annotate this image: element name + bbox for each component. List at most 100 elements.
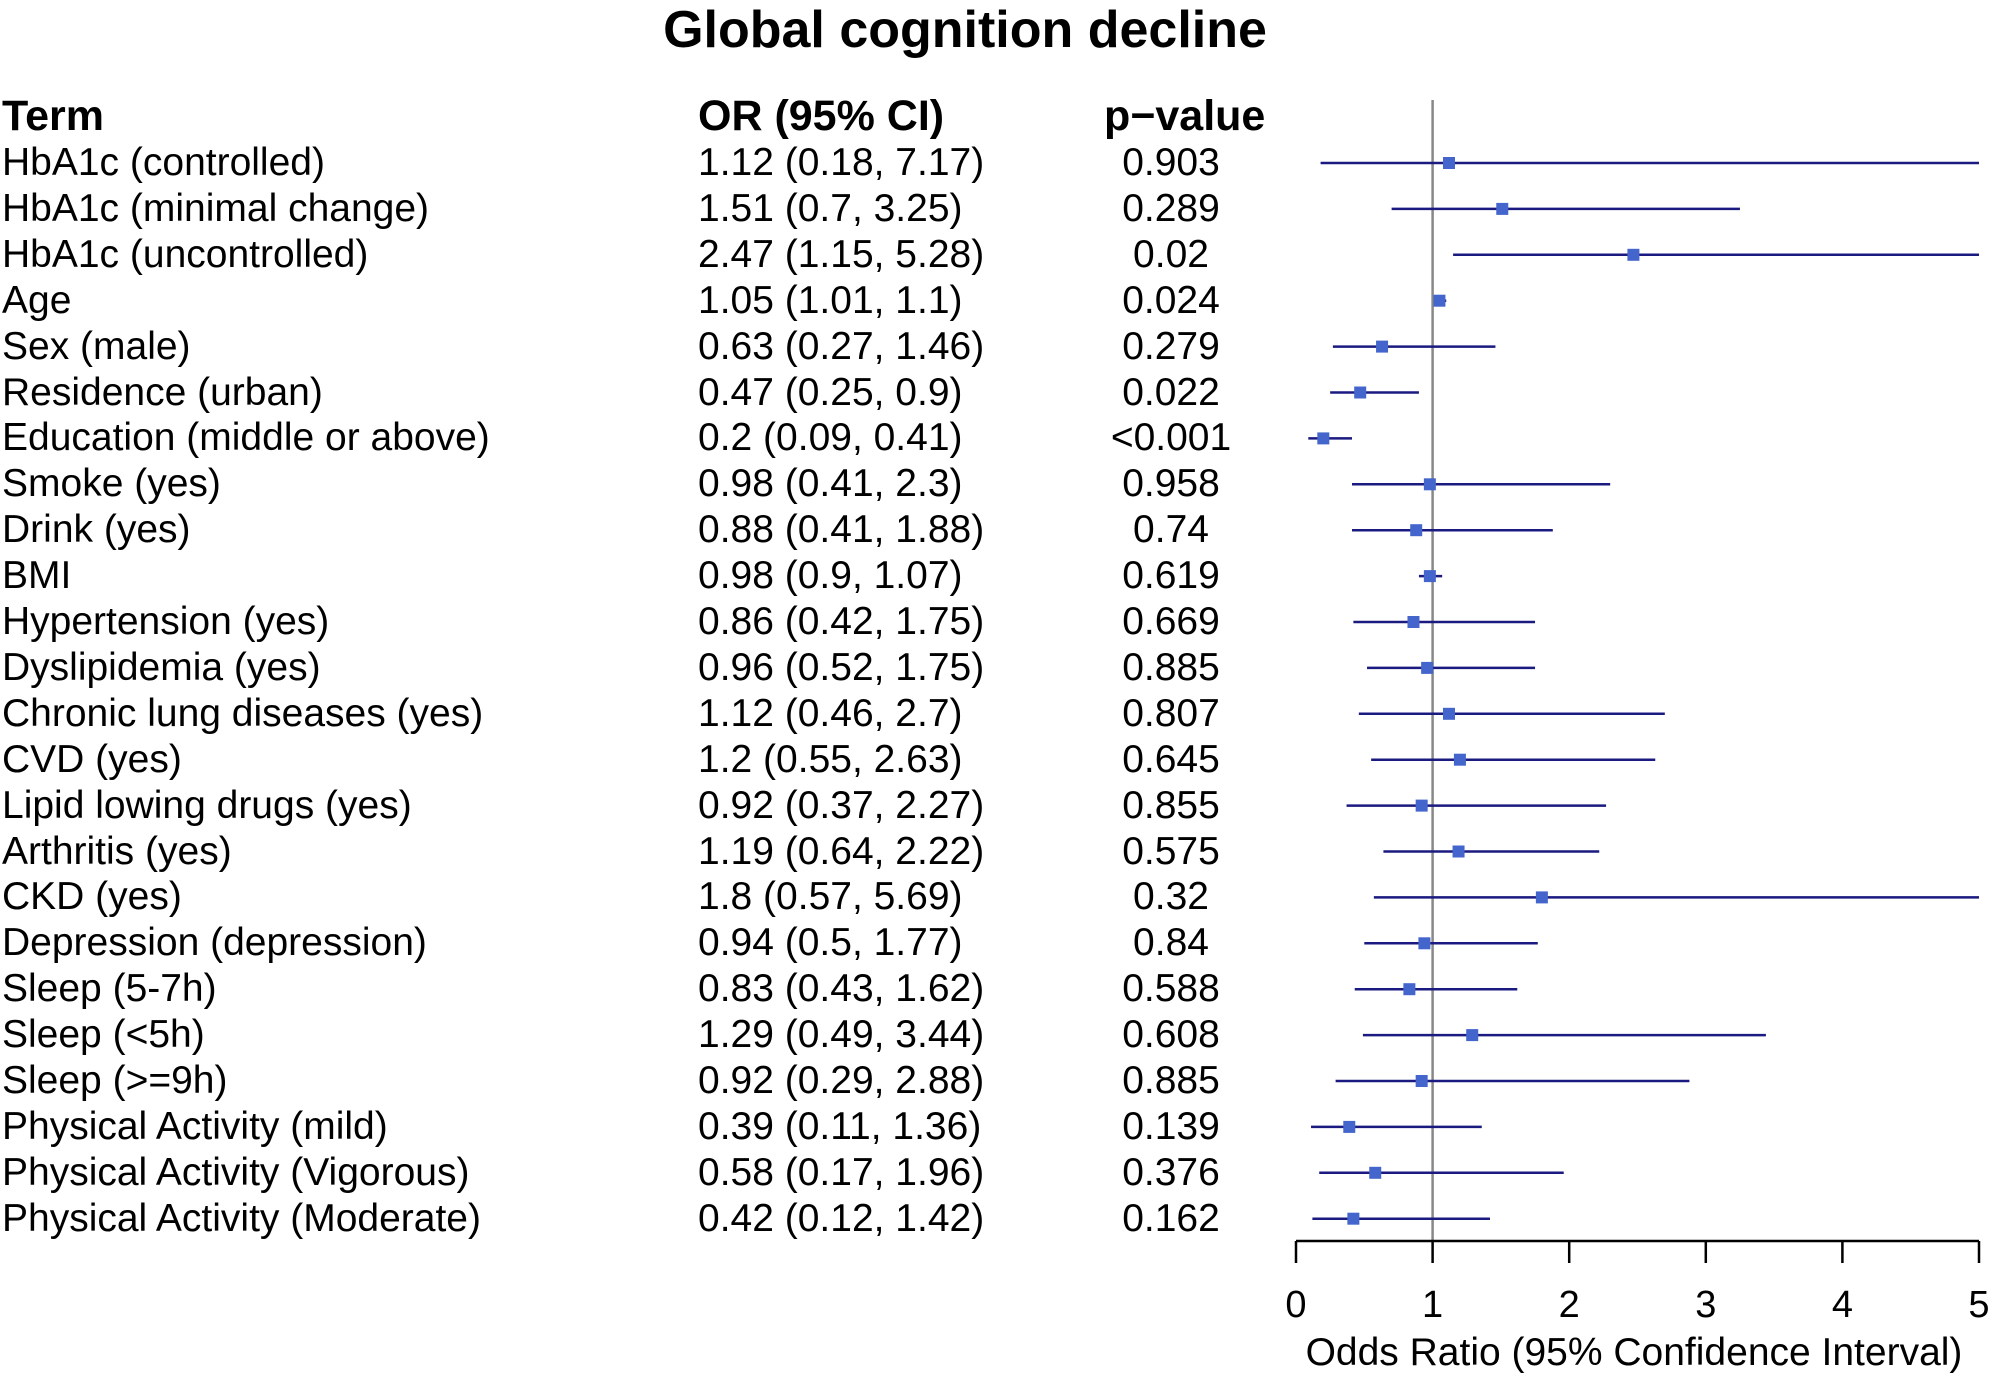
p-value: 0.02 <box>1133 232 1209 276</box>
or-ci-value: 1.2 (0.55, 2.63) <box>698 737 963 781</box>
p-value: 0.807 <box>1122 691 1220 735</box>
p-value: 0.84 <box>1133 921 1209 965</box>
or-ci-value: 0.88 (0.41, 1.88) <box>698 508 985 552</box>
or-ci-value: 0.58 (0.17, 1.96) <box>698 1150 985 1194</box>
point-estimate <box>1369 1166 1382 1179</box>
or-ci-value: 0.92 (0.29, 2.88) <box>698 1059 985 1102</box>
p-value: 0.619 <box>1122 554 1220 598</box>
point-estimate <box>1496 202 1509 215</box>
x-tick-label: 1 <box>1422 1284 1443 1326</box>
term-label: Physical Activity (Vigorous) <box>2 1150 470 1194</box>
point-estimate <box>1535 891 1548 904</box>
p-value: 0.669 <box>1122 600 1220 643</box>
p-value: 0.289 <box>1122 186 1220 230</box>
point-estimate <box>1415 799 1428 812</box>
or-ci-value: 0.86 (0.42, 1.75) <box>698 600 985 643</box>
p-value: 0.645 <box>1122 737 1220 781</box>
or-ci-value: 0.98 (0.9, 1.07) <box>698 554 963 598</box>
term-label: Sleep (5-7h) <box>2 967 217 1011</box>
x-tick-label: 4 <box>1832 1284 1853 1326</box>
or-ci-value: 1.29 (0.49, 3.44) <box>698 1013 985 1057</box>
x-tick-label: 0 <box>1285 1284 1306 1326</box>
term-label: HbA1c (controlled) <box>2 141 325 184</box>
term-label: Sex (male) <box>2 324 191 368</box>
p-value: 0.376 <box>1122 1150 1220 1194</box>
term-label: Age <box>2 278 72 322</box>
or-ci-value: 1.8 (0.57, 5.69) <box>698 875 963 919</box>
term-label: Sleep (>=9h) <box>2 1059 228 1102</box>
or-ci-value: 1.12 (0.18, 7.17) <box>698 141 985 184</box>
chart-title: Global cognition decline <box>663 1 1267 59</box>
point-estimate <box>1466 1029 1479 1042</box>
x-axis-label: Odds Ratio (95% Confidence Interval) <box>1305 1331 1963 1374</box>
column-header-or-ci: OR (95% CI) <box>698 92 945 140</box>
term-label: Chronic lung diseases (yes) <box>2 691 484 735</box>
or-ci-value: 0.96 (0.52, 1.75) <box>698 645 985 689</box>
p-value: 0.279 <box>1122 324 1220 368</box>
or-ci-value: 0.92 (0.37, 2.27) <box>698 783 985 827</box>
or-ci-value: 0.63 (0.27, 1.46) <box>698 324 985 368</box>
p-value: 0.162 <box>1122 1196 1220 1240</box>
p-value: 0.588 <box>1122 967 1220 1011</box>
term-label: Sleep (<5h) <box>2 1013 205 1057</box>
or-ci-value: 0.42 (0.12, 1.42) <box>698 1196 985 1240</box>
point-estimate <box>1452 845 1465 858</box>
or-ci-value: 0.39 (0.11, 1.36) <box>698 1104 982 1148</box>
or-ci-value: 2.47 (1.15, 5.28) <box>698 232 985 276</box>
term-label: HbA1c (minimal change) <box>2 186 430 230</box>
term-label: Arthritis (yes) <box>2 829 232 873</box>
or-ci-value: 0.83 (0.43, 1.62) <box>698 967 985 1011</box>
p-value: 0.855 <box>1122 783 1220 827</box>
p-value: 0.022 <box>1122 370 1220 414</box>
term-label: Depression (depression) <box>2 921 427 965</box>
p-value: 0.74 <box>1133 508 1209 552</box>
column-header-term: Term <box>2 92 104 140</box>
p-value: 0.958 <box>1122 462 1220 506</box>
x-tick-label: 3 <box>1695 1284 1716 1326</box>
point-estimate <box>1423 478 1436 491</box>
p-value: 0.885 <box>1122 1059 1220 1102</box>
point-estimate <box>1343 1120 1356 1133</box>
p-value: 0.024 <box>1122 278 1220 322</box>
or-ci-value: 1.51 (0.7, 3.25) <box>698 186 963 230</box>
p-value: 0.32 <box>1133 875 1209 919</box>
point-estimate <box>1421 661 1434 674</box>
point-estimate <box>1433 294 1446 307</box>
x-tick-label: 2 <box>1559 1284 1580 1326</box>
point-estimate <box>1423 570 1436 583</box>
term-label: Residence (urban) <box>2 370 323 414</box>
or-ci-value: 1.12 (0.46, 2.7) <box>698 691 963 735</box>
point-estimate <box>1407 616 1420 628</box>
term-label: Dyslipidemia (yes) <box>2 645 321 689</box>
term-label: Smoke (yes) <box>2 462 221 506</box>
or-ci-value: 0.98 (0.41, 2.3) <box>698 462 963 506</box>
term-label: Education (middle or above) <box>2 416 490 460</box>
p-value: 0.608 <box>1122 1013 1220 1057</box>
point-estimate <box>1442 157 1455 169</box>
point-estimate <box>1453 753 1466 766</box>
term-label: Drink (yes) <box>2 508 191 552</box>
point-estimate <box>1410 524 1423 537</box>
column-header-p-value: p−value <box>1104 92 1266 140</box>
p-value: 0.885 <box>1122 645 1220 689</box>
point-estimate <box>1442 707 1455 720</box>
term-label: CKD (yes) <box>2 875 182 919</box>
or-ci-value: 0.94 (0.5, 1.77) <box>698 921 963 965</box>
term-label: BMI <box>2 554 72 598</box>
p-value: 0.139 <box>1122 1104 1220 1148</box>
p-value: <0.001 <box>1110 416 1232 460</box>
or-ci-value: 1.05 (1.01, 1.1) <box>698 278 963 322</box>
term-label: CVD (yes) <box>2 737 182 781</box>
point-estimate <box>1418 937 1431 950</box>
term-label: Lipid lowing drugs (yes) <box>2 783 412 827</box>
p-value: 0.575 <box>1122 829 1220 873</box>
term-label: Hypertension (yes) <box>2 600 330 643</box>
or-ci-value: 0.47 (0.25, 0.9) <box>698 370 963 414</box>
term-label: Physical Activity (mild) <box>2 1104 388 1148</box>
point-estimate <box>1354 386 1367 399</box>
or-ci-value: 0.2 (0.09, 0.41) <box>698 416 963 460</box>
point-estimate <box>1415 1075 1428 1087</box>
term-label: HbA1c (uncontrolled) <box>2 232 369 276</box>
point-estimate <box>1403 983 1416 996</box>
